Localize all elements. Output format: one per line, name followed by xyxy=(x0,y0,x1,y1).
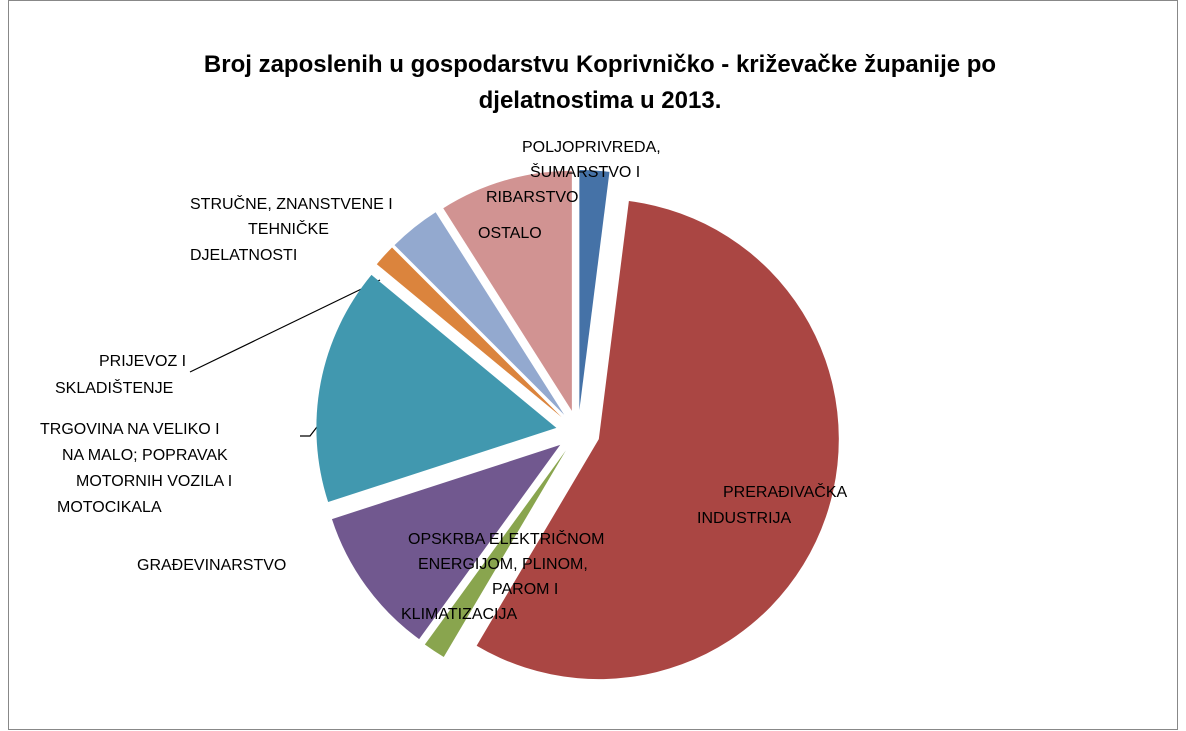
pie-slice xyxy=(476,201,839,680)
pie-slice xyxy=(424,450,566,657)
pie-slice xyxy=(376,247,562,418)
chart-title: Broj zaposlenih u gospodarstvu Koprivnič… xyxy=(204,51,996,114)
leader-line xyxy=(189,279,381,373)
slice-label: OPSKRBA ELEKTRIČNOM ENERGIJOM, PLINOM, PAR… xyxy=(401,529,605,623)
slice-label: POLJOPRIVREDA, ŠUMARSTVO I RIBARSTVO xyxy=(486,139,661,206)
slice-label: GRAĐEVINARSTVO xyxy=(137,557,286,574)
slice-label: PRERAĐIVAČKA INDUSTRIJA xyxy=(697,482,848,527)
slice-label: TRGOVINA NA VELIKO I NA MALO; POPRAVAK MOT… xyxy=(40,421,232,516)
pie-slice xyxy=(394,212,565,415)
pie-slice xyxy=(331,444,561,640)
pie-slice xyxy=(443,170,572,411)
slice-label: OSTALO xyxy=(478,225,542,242)
slice-label: STRUČNE, ZNANSTVENE I TEHNIČKE DJELATNOSTI xyxy=(190,194,393,264)
pie-slice xyxy=(316,274,557,503)
pie-slice xyxy=(579,170,610,411)
slice-label: PRIJEVOZ I SKLADIŠTENJE xyxy=(55,353,186,397)
